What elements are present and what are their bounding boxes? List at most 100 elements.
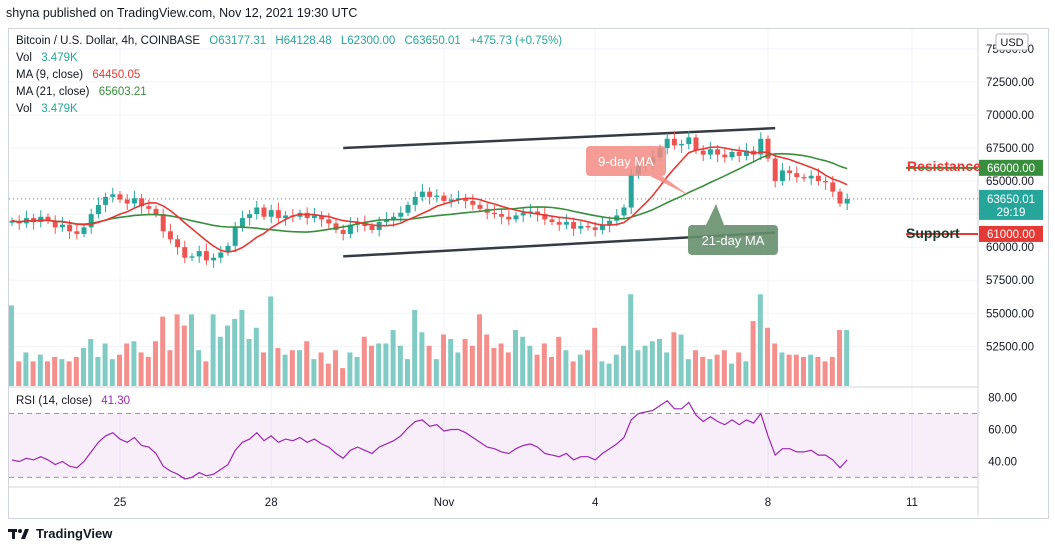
volume-bar: [635, 350, 641, 386]
ohlc-open: O63177.31: [209, 35, 267, 47]
candle-body: [304, 212, 310, 219]
volume-bar: [585, 350, 590, 386]
candle-body: [837, 191, 843, 204]
indicator-vol-2[interactable]: Vol 3.479K: [16, 103, 78, 115]
indicator-label: MA (21, close): [16, 86, 90, 98]
candle-body: [160, 214, 166, 232]
symbol-name: Bitcoin / U.S. Dollar, 4h, COINBASE: [16, 35, 201, 47]
time-tick-label: 11: [906, 497, 918, 509]
volume-bar: [45, 361, 50, 386]
volume-bar: [253, 327, 259, 386]
volume-bar: [707, 359, 713, 386]
candle-body: [722, 154, 728, 158]
moving-averages: [11, 146, 848, 253]
support-resistance-levels: [9, 166, 978, 235]
time-tick-label: 8: [765, 497, 771, 509]
candle-body: [470, 200, 476, 205]
candle-body: [45, 216, 51, 221]
ohlc-low: L62300.00: [340, 35, 396, 47]
indicator-ma9[interactable]: MA (9, close) 64450.05: [16, 69, 140, 81]
volume-bar: [484, 334, 490, 386]
candle-body: [31, 218, 37, 223]
ma21-callout-box: [688, 225, 778, 255]
volume-bar: [405, 359, 410, 386]
candle-body: [333, 223, 339, 230]
candle-body: [563, 222, 569, 225]
current-price-box: [979, 189, 1043, 220]
tradingview-footer[interactable]: TradingView: [8, 526, 112, 541]
candle-body: [196, 251, 202, 257]
candle-body: [74, 231, 80, 234]
candle-body: [621, 207, 627, 216]
volume-bar: [671, 332, 677, 386]
candle-body: [131, 198, 137, 204]
candle-body: [103, 196, 109, 205]
volume-bar: [109, 359, 115, 386]
volume-bar: [693, 350, 698, 386]
price-tick-label: 60000.00: [986, 242, 1034, 254]
ma9-line: [11, 146, 848, 253]
candle-body: [686, 137, 692, 145]
candle-body: [153, 208, 159, 215]
indicator-label: MA (9, close): [16, 69, 84, 81]
volume-bar: [153, 341, 158, 386]
volume-bar: [491, 347, 497, 386]
resistance-label: Resistance: [907, 158, 981, 174]
support-label: Support: [906, 225, 960, 241]
volume-bar: [340, 368, 346, 386]
volume-bar: [541, 343, 547, 386]
price-tick-label: 72500.00: [986, 77, 1034, 89]
volume-bar: [599, 361, 605, 386]
candle-body: [283, 215, 289, 219]
candle-body: [729, 151, 735, 158]
volume-bar: [815, 356, 821, 386]
ma9-callout-pointer: [650, 176, 690, 196]
volume-bar: [714, 354, 720, 386]
candle-body: [779, 170, 785, 182]
volume-bar: [527, 345, 533, 386]
volume-bar: [181, 325, 187, 386]
indicator-ma21[interactable]: MA (21, close) 65603.21: [16, 86, 147, 98]
candle-body: [765, 138, 771, 159]
candle-body: [801, 177, 807, 179]
volume-bar: [412, 309, 418, 386]
indicator-value: 41.30: [101, 395, 131, 407]
volume-bar: [66, 361, 72, 386]
volume-bar: [16, 361, 22, 386]
candle-body: [743, 150, 749, 156]
volume-bar: [441, 334, 446, 386]
volume-bar: [196, 350, 202, 386]
indicator-vol[interactable]: Vol 3.479K: [16, 52, 78, 64]
channel-upper-line: [343, 126, 776, 150]
candle-body: [448, 199, 454, 201]
volume-bar: [282, 354, 288, 386]
volume-bar: [289, 350, 295, 386]
indicator-rsi[interactable]: RSI (14, close) 41.30: [16, 395, 130, 407]
candle-body: [736, 151, 742, 156]
candle-body: [599, 224, 605, 230]
candle-body: [585, 226, 591, 228]
candle-body: [369, 226, 375, 230]
ma21-callout-pointer: [706, 204, 724, 225]
volume-bar: [145, 356, 151, 386]
volume-bar: [23, 352, 29, 386]
volume-bar: [469, 345, 475, 386]
candle-body: [441, 195, 447, 201]
candle-body: [211, 257, 217, 261]
candle-body: [542, 214, 548, 220]
volume-bar: [729, 363, 734, 386]
candle-body: [182, 247, 188, 258]
candle-body: [427, 191, 433, 197]
candle-body: [463, 198, 469, 201]
volume-bar: [131, 341, 137, 386]
axes: 75000.0072500.0070000.0067500.0065000.00…: [114, 33, 1043, 509]
candle-body: [139, 198, 145, 207]
volume-bar: [73, 356, 79, 386]
candle-body: [830, 182, 836, 192]
volume-bar: [743, 361, 749, 386]
volume-bar: [275, 347, 281, 386]
volume-bar: [462, 339, 468, 386]
volume-bar: [325, 363, 331, 386]
candle-body: [124, 199, 130, 204]
